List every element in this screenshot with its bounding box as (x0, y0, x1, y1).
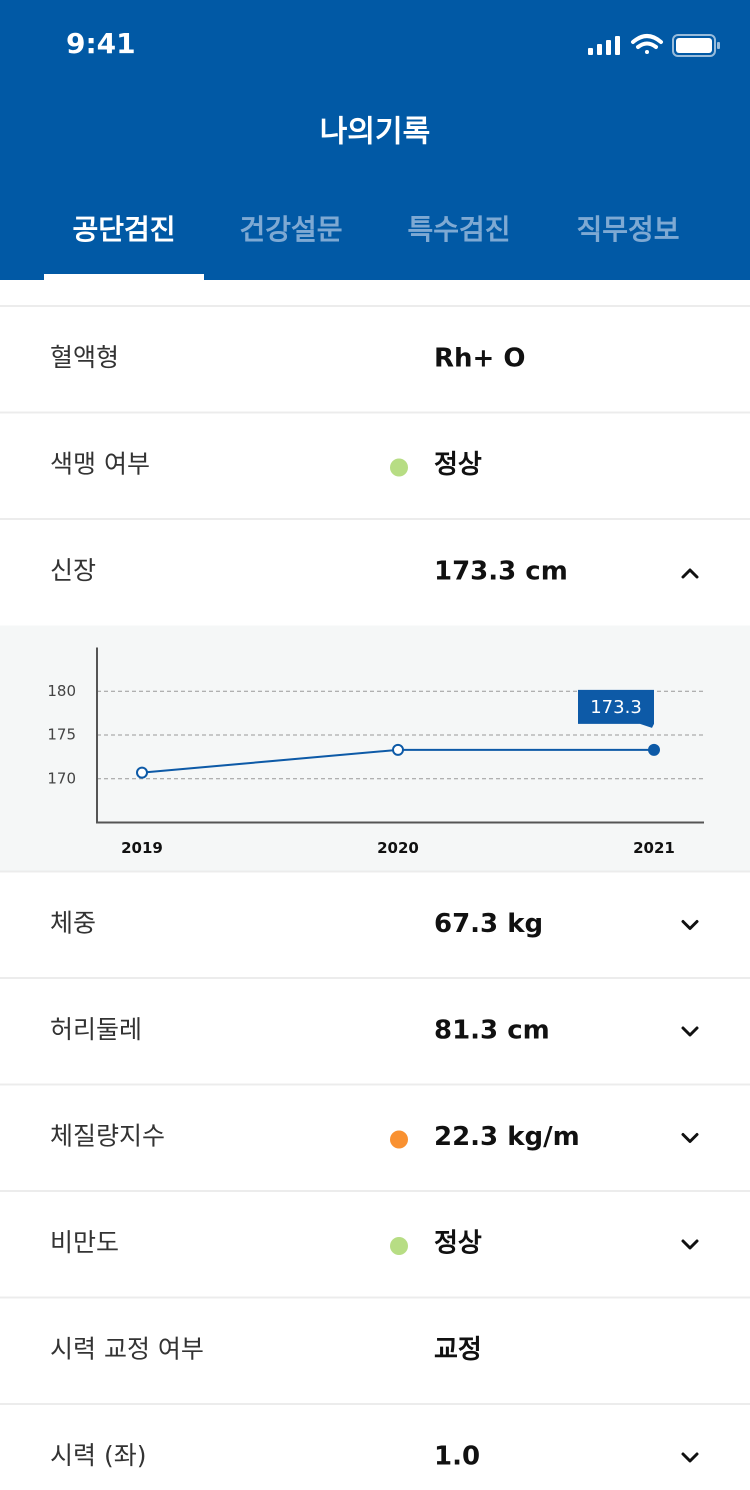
row-value: 67.3 kg (434, 909, 543, 939)
point (392, 743, 404, 756)
signal-icon (588, 36, 620, 55)
row-label: 비만도 (50, 1228, 119, 1257)
row-label: 시력 교정 여부 (50, 1335, 204, 1364)
y-tick-label: 180 (47, 682, 76, 700)
status-dot (390, 1130, 408, 1149)
x-tick-label: 2021 (633, 839, 675, 857)
row-value: 정상 (434, 450, 482, 480)
tab[interactable]: 건강설문 (239, 213, 342, 246)
chart-panel (0, 625, 750, 872)
header-title: 나의기록 (320, 115, 430, 150)
tab-indicator (44, 274, 204, 280)
battery-icon (672, 34, 720, 57)
x-tick-label: 2019 (121, 839, 163, 857)
tooltip-value: 173.3 (590, 697, 642, 718)
row-label: 신장 (50, 556, 96, 585)
expand-toggle[interactable] (681, 920, 699, 930)
tab[interactable]: 직무정보 (576, 213, 679, 246)
wifi-icon (631, 34, 663, 54)
row-label: 혈액형 (50, 343, 119, 372)
tooltip-bg (578, 689, 654, 728)
expand-toggle[interactable] (681, 1239, 699, 1250)
expand-toggle[interactable] (681, 568, 699, 579)
x-tick-label: 2020 (377, 839, 419, 857)
tab[interactable]: 특수검진 (407, 213, 510, 246)
y-tick-label: 175 (47, 726, 76, 744)
status-time: 9:41 (66, 27, 136, 60)
row-label: 색맹 여부 (50, 450, 150, 479)
row-label: 시력 (좌) (50, 1441, 146, 1470)
header-bg (0, 0, 750, 280)
row-value: 교정 (434, 1335, 482, 1365)
expand-toggle[interactable] (681, 1133, 699, 1143)
row-value: 22.3 kg/m (434, 1122, 580, 1152)
row-label: 체질량지수 (50, 1122, 165, 1151)
row-value: 1.0 (434, 1442, 480, 1472)
row-value: Rh+ O (434, 344, 525, 374)
row-value: 81.3 cm (434, 1016, 550, 1046)
tab[interactable]: 공단검진 (72, 213, 175, 246)
point (136, 766, 148, 779)
y-tick-label: 170 (47, 769, 76, 787)
status-dot (390, 458, 408, 477)
row-value: 정상 (434, 1229, 482, 1259)
expand-toggle[interactable] (681, 1026, 699, 1037)
point (648, 743, 660, 756)
row-label: 체중 (50, 909, 96, 938)
expand-toggle[interactable] (681, 1452, 699, 1463)
status-dot (390, 1237, 408, 1255)
axis (96, 647, 704, 824)
row-label: 허리둘레 (50, 1015, 142, 1044)
row-value: 173.3 cm (434, 557, 568, 587)
